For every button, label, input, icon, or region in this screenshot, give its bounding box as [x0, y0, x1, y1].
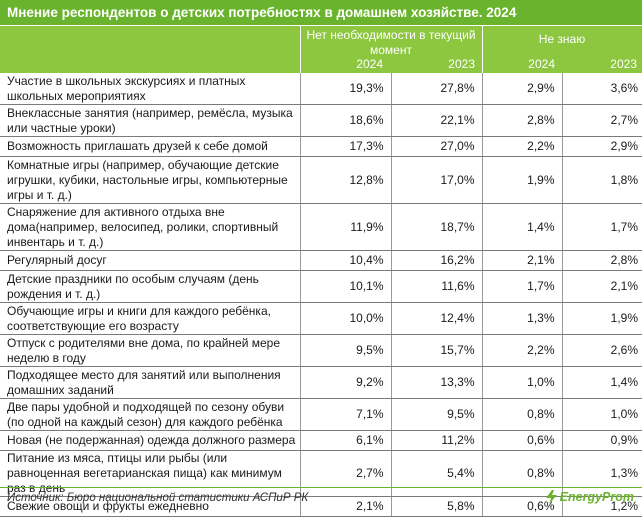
table-row: Детские праздники по особым случаям (ден…	[0, 270, 642, 303]
header-divider	[482, 26, 483, 73]
cell-value: 11,6%	[391, 270, 483, 303]
header-group-not-needed: Нет необходимости в текущий момент	[306, 28, 476, 57]
cell-value: 2,8%	[482, 104, 563, 137]
cell-value: 17,3%	[300, 136, 392, 157]
row-label: Детские праздники по особым случаям (ден…	[0, 270, 301, 303]
footer: Источник: Бюро национальной статистики А…	[0, 487, 642, 508]
cell-value: 0,9%	[562, 430, 642, 451]
cell-value: 2,2%	[482, 136, 563, 157]
cell-value: 18,6%	[300, 104, 392, 137]
cell-value: 1,4%	[482, 203, 563, 251]
cell-value: 10,0%	[300, 302, 392, 335]
row-label: Участие в школьных экскурсиях и платных …	[0, 73, 301, 105]
row-label: Внеклассные занятия (например, ремёсла, …	[0, 104, 301, 137]
cell-value: 2,9%	[482, 73, 563, 105]
brand-name: EnergyProm	[559, 490, 634, 504]
row-label: Питание из мяса, птицы или рыбы (или рав…	[0, 450, 301, 497]
row-label: Новая (не подержанная) одежда должного р…	[0, 430, 301, 451]
cell-value: 11,2%	[391, 430, 483, 451]
cell-value: 2,1%	[482, 250, 563, 271]
table-row: Обучающие игры и книги для каждого ребён…	[0, 302, 642, 335]
table-row: Новая (не подержанная) одежда должного р…	[0, 430, 642, 451]
table-row: Комнатные игры (например, обучающие детс…	[0, 156, 642, 204]
cell-value: 11,9%	[300, 203, 392, 251]
cell-value: 22,1%	[391, 104, 483, 137]
cell-value: 2,9%	[562, 136, 642, 157]
cell-value: 27,0%	[391, 136, 483, 157]
header-divider	[300, 26, 301, 73]
table-row: Питание из мяса, птицы или рыбы (или рав…	[0, 450, 642, 497]
cell-value: 5,4%	[391, 450, 483, 497]
cell-value: 2,7%	[300, 450, 392, 497]
cell-value: 6,1%	[300, 430, 392, 451]
data-table: Участие в школьных экскурсиях и платных …	[0, 73, 642, 517]
table-row: Две пары удобной и подходящей по сезону …	[0, 398, 642, 431]
table-row: Участие в школьных экскурсиях и платных …	[0, 73, 642, 105]
cell-value: 1,9%	[562, 302, 642, 335]
row-label: Две пары удобной и подходящей по сезону …	[0, 398, 301, 431]
cell-value: 10,4%	[300, 250, 392, 271]
row-label: Регулярный досуг	[0, 250, 301, 271]
table-row: Регулярный досуг 10,4% 16,2% 2,1% 2,8%	[0, 250, 642, 271]
row-label: Подходящее место для занятий или выполне…	[0, 366, 301, 399]
cell-value: 1,8%	[562, 156, 642, 204]
row-label: Комнатные игры (например, обучающие детс…	[0, 156, 301, 204]
cell-value: 1,0%	[562, 398, 642, 431]
table-row: Отпуск с родителями вне дома, по крайней…	[0, 334, 642, 367]
cell-value: 1,0%	[482, 366, 563, 399]
cell-value: 2,8%	[562, 250, 642, 271]
cell-value: 1,3%	[562, 450, 642, 497]
cell-value: 12,8%	[300, 156, 392, 204]
source-note: Источник: Бюро национальной статистики А…	[7, 492, 309, 504]
table-row: Внеклассные занятия (например, ремёсла, …	[0, 104, 642, 137]
cell-value: 1,7%	[482, 270, 563, 303]
cell-value: 0,6%	[482, 430, 563, 451]
row-label: Возможность приглашать друзей к себе дом…	[0, 136, 301, 157]
table-row: Возможность приглашать друзей к себе дом…	[0, 136, 642, 157]
table-header: Нет необходимости в текущий момент Не зн…	[0, 25, 642, 73]
cell-value: 19,3%	[300, 73, 392, 105]
cell-value: 2,7%	[562, 104, 642, 137]
header-year: 2023	[448, 57, 475, 71]
header-year: 2024	[356, 57, 383, 71]
cell-value: 9,2%	[300, 366, 392, 399]
row-label: Отпуск с родителями вне дома, по крайней…	[0, 334, 301, 367]
cell-value: 12,4%	[391, 302, 483, 335]
cell-value: 16,2%	[391, 250, 483, 271]
cell-value: 17,0%	[391, 156, 483, 204]
table-row: Снаряжение для активного отдыха вне дома…	[0, 203, 642, 251]
cell-value: 1,7%	[562, 203, 642, 251]
cell-value: 13,3%	[391, 366, 483, 399]
cell-value: 15,7%	[391, 334, 483, 367]
cell-value: 2,6%	[562, 334, 642, 367]
cell-value: 9,5%	[391, 398, 483, 431]
cell-value: 0,8%	[482, 450, 563, 497]
cell-value: 3,6%	[562, 73, 642, 105]
cell-value: 9,5%	[300, 334, 392, 367]
header-group-dont-know: Не знаю	[538, 32, 586, 46]
cell-value: 2,2%	[482, 334, 563, 367]
lightning-icon	[545, 490, 557, 504]
cell-value: 27,8%	[391, 73, 483, 105]
row-label: Снаряжение для активного отдыха вне дома…	[0, 203, 301, 251]
cell-value: 7,1%	[300, 398, 392, 431]
cell-value: 18,7%	[391, 203, 483, 251]
row-label: Обучающие игры и книги для каждого ребён…	[0, 302, 301, 335]
table-title: Мнение респондентов о детских потребност…	[0, 0, 642, 25]
table-row: Подходящее место для занятий или выполне…	[0, 366, 642, 399]
cell-value: 0,8%	[482, 398, 563, 431]
cell-value: 10,1%	[300, 270, 392, 303]
brand-logo: EnergyProm	[545, 490, 634, 504]
cell-value: 1,9%	[482, 156, 563, 204]
cell-value: 1,4%	[562, 366, 642, 399]
cell-value: 2,1%	[562, 270, 642, 303]
header-year: 2024	[528, 57, 555, 71]
header-year: 2023	[610, 57, 637, 71]
cell-value: 1,3%	[482, 302, 563, 335]
